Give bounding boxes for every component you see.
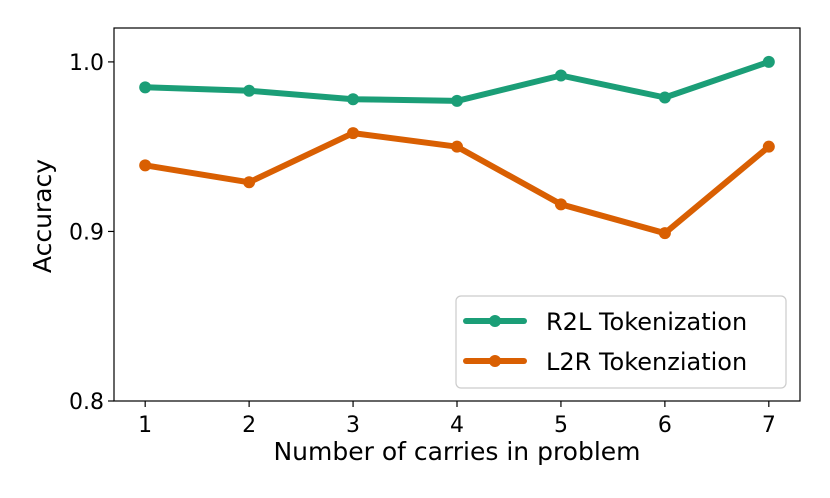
- x-tick-label-6: 6: [658, 413, 672, 438]
- series-1-point-1: [139, 81, 152, 94]
- x-tick-label-5: 5: [554, 413, 568, 438]
- legend-label-1: R2L Tokenization: [546, 308, 747, 336]
- series-2-point-4: [451, 140, 463, 153]
- y-tick-label-1: 0.8: [69, 390, 104, 415]
- x-tick-label-3: 3: [346, 413, 360, 438]
- series-2-point-3: [347, 127, 360, 140]
- x-tick-label-4: 4: [450, 413, 464, 438]
- legend-label-2: L2R Tokenziation: [546, 348, 747, 376]
- series-2-point-5: [554, 198, 567, 211]
- x-tick-label-1: 1: [138, 413, 152, 438]
- series-2-point-6: [658, 227, 671, 240]
- y-tick-label-3: 1.0: [69, 51, 104, 76]
- legend-marker-2: [489, 355, 501, 367]
- legend: R2L Tokenization L2R Tokenziation: [455, 295, 787, 389]
- axes-layer: 1 2 3 4 5 6 7 0.8 0.9 1.0: [69, 27, 801, 438]
- series-2-point-1: [139, 159, 152, 172]
- legend-box: [455, 295, 787, 389]
- y-tick-label-2: 0.9: [69, 220, 104, 245]
- series-2-point-7: [762, 140, 775, 153]
- series-1-point-4: [451, 94, 463, 107]
- series-1-point-2: [243, 84, 256, 97]
- series-1-point-6: [658, 91, 671, 104]
- series-layer: [139, 55, 775, 240]
- series-1-point-7: [762, 55, 775, 68]
- series-1-point-3: [347, 93, 360, 106]
- y-axis-title: Accuracy: [28, 159, 57, 273]
- x-tick-label-2: 2: [242, 413, 256, 438]
- series-2-point-2: [243, 176, 256, 189]
- x-tick-label-7: 7: [762, 413, 776, 438]
- series-2: [139, 127, 775, 240]
- legend-marker-1: [489, 315, 501, 327]
- x-axis-title: Number of carries in problem: [273, 437, 640, 466]
- series-1: [139, 55, 775, 107]
- series-1-point-5: [554, 69, 567, 82]
